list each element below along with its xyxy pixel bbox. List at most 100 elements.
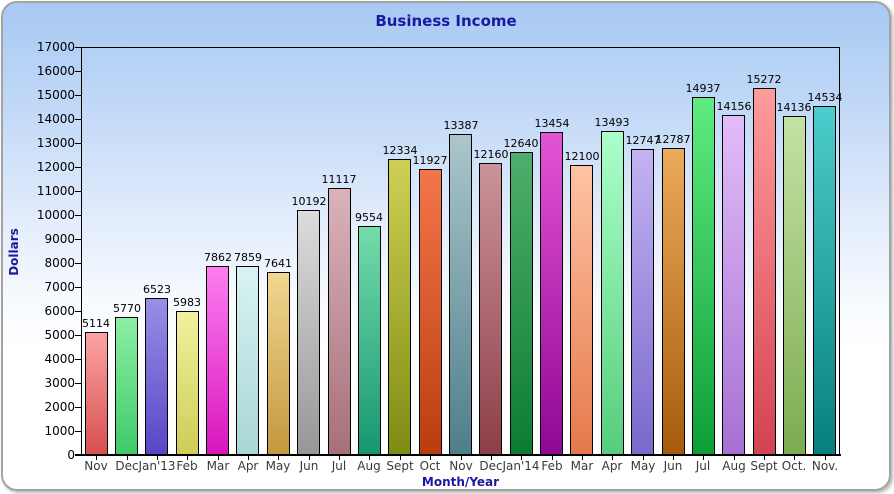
x-axis-title: Month/Year: [421, 475, 500, 489]
x-tick-mark: [794, 455, 795, 460]
bar-value-label: 5770: [113, 302, 141, 315]
x-category-label: Sept: [386, 459, 414, 473]
y-tick-label: 9000: [44, 232, 75, 246]
bar-value-label: 12640: [503, 137, 539, 150]
x-category-label: Jul: [331, 459, 347, 473]
y-tick-mark: [75, 71, 81, 72]
bar-aug-9: [358, 226, 381, 455]
y-tick-label: 3000: [44, 376, 75, 390]
y-tick-label: 13000: [36, 136, 75, 150]
y-tick-mark: [75, 119, 81, 120]
x-tick-mark: [157, 455, 158, 460]
bar-value-label: 9554: [355, 211, 383, 224]
bar-value-label: 12787: [655, 133, 691, 146]
y-tick-label: 10000: [36, 208, 75, 222]
bar-value-label: 11117: [321, 173, 357, 186]
y-tick-mark: [75, 167, 81, 168]
x-axis-line: [75, 454, 841, 456]
x-tick-mark: [734, 455, 735, 460]
bar-jun-7: [297, 210, 320, 455]
x-tick-mark: [96, 455, 97, 460]
x-category-label: Nov: [449, 459, 473, 473]
x-tick-mark: [582, 455, 583, 460]
y-tick-label: 16000: [36, 64, 75, 78]
x-category-label: Feb: [541, 459, 563, 473]
x-tick-mark: [673, 455, 674, 460]
y-tick-mark: [75, 239, 81, 240]
y-tick-label: 6000: [44, 304, 75, 318]
x-category-label: Dec: [115, 459, 139, 473]
y-tick-label: 2000: [44, 400, 75, 414]
y-tick-label: 8000: [44, 256, 75, 270]
x-tick-mark: [127, 455, 128, 460]
x-category-label: Oct.: [781, 459, 807, 473]
bar-value-label: 7859: [234, 251, 262, 264]
bar-value-label: 14534: [807, 91, 843, 104]
x-tick-mark: [400, 455, 401, 460]
x-category-label: Jan'14: [502, 459, 540, 473]
x-tick-mark: [491, 455, 492, 460]
bar-jan13-2: [145, 298, 168, 455]
y-tick-mark: [75, 407, 81, 408]
y-tick-label: 4000: [44, 352, 75, 366]
x-tick-mark: [309, 455, 310, 460]
bar-oct-23: [783, 116, 806, 455]
y-tick-label: 7000: [44, 280, 75, 294]
y-tick-mark: [75, 431, 81, 432]
bar-may-6: [267, 272, 290, 455]
bar-value-label: 14136: [776, 101, 812, 114]
y-tick-mark: [75, 95, 81, 96]
bar-aug-21: [722, 115, 745, 455]
bar-value-label: 12334: [382, 144, 418, 157]
x-tick-mark: [248, 455, 249, 460]
y-tick-label: 5000: [44, 328, 75, 342]
y-tick-label: 1000: [44, 424, 75, 438]
bar-sept-22: [753, 88, 776, 455]
bar-value-label: 10192: [291, 195, 327, 208]
x-category-label: Dec: [479, 459, 503, 473]
bar-apr-5: [236, 266, 259, 455]
x-category-label: Mar: [206, 459, 230, 473]
bar-oct-11: [419, 169, 442, 455]
bar-sept-10: [388, 159, 411, 455]
bar-dec-13: [479, 163, 502, 455]
x-tick-mark: [521, 455, 522, 460]
x-category-label: May: [630, 459, 656, 473]
bar-may-18: [631, 149, 654, 455]
x-category-label: Jul: [695, 459, 711, 473]
bar-feb-3: [176, 311, 199, 455]
x-category-label: Nov: [84, 459, 108, 473]
x-category-label: Apr: [601, 459, 623, 473]
x-tick-mark: [369, 455, 370, 460]
y-tick-mark: [75, 335, 81, 336]
bar-dec-1: [115, 317, 138, 455]
y-tick-label: 17000: [36, 40, 75, 54]
x-category-label: Aug: [722, 459, 746, 473]
x-category-label: Oct: [419, 459, 441, 473]
bar-nov-12: [449, 134, 472, 455]
y-tick-label: 15000: [36, 88, 75, 102]
bar-value-label: 5114: [82, 317, 110, 330]
bar-jan14-14: [510, 152, 533, 455]
y-tick-mark: [75, 311, 81, 312]
bar-value-label: 13454: [534, 117, 570, 130]
bar-value-label: 15272: [746, 73, 782, 86]
bar-value-label: 6523: [143, 283, 171, 296]
x-category-label: Nov.: [811, 459, 839, 473]
x-category-label: Jun: [663, 459, 683, 473]
x-category-label: Mar: [570, 459, 594, 473]
x-tick-mark: [764, 455, 765, 460]
bar-mar-4: [206, 266, 229, 455]
bar-jul-8: [328, 188, 351, 455]
x-tick-mark: [278, 455, 279, 460]
y-axis-title: Dollars: [7, 228, 21, 276]
x-tick-mark: [825, 455, 826, 460]
x-category-label: Sept: [750, 459, 778, 473]
chart-title: Business Income: [375, 12, 517, 30]
y-tick-label: 0: [67, 448, 75, 462]
y-tick-mark: [75, 143, 81, 144]
y-tick-label: 12000: [36, 160, 75, 174]
y-tick-label: 14000: [36, 112, 75, 126]
